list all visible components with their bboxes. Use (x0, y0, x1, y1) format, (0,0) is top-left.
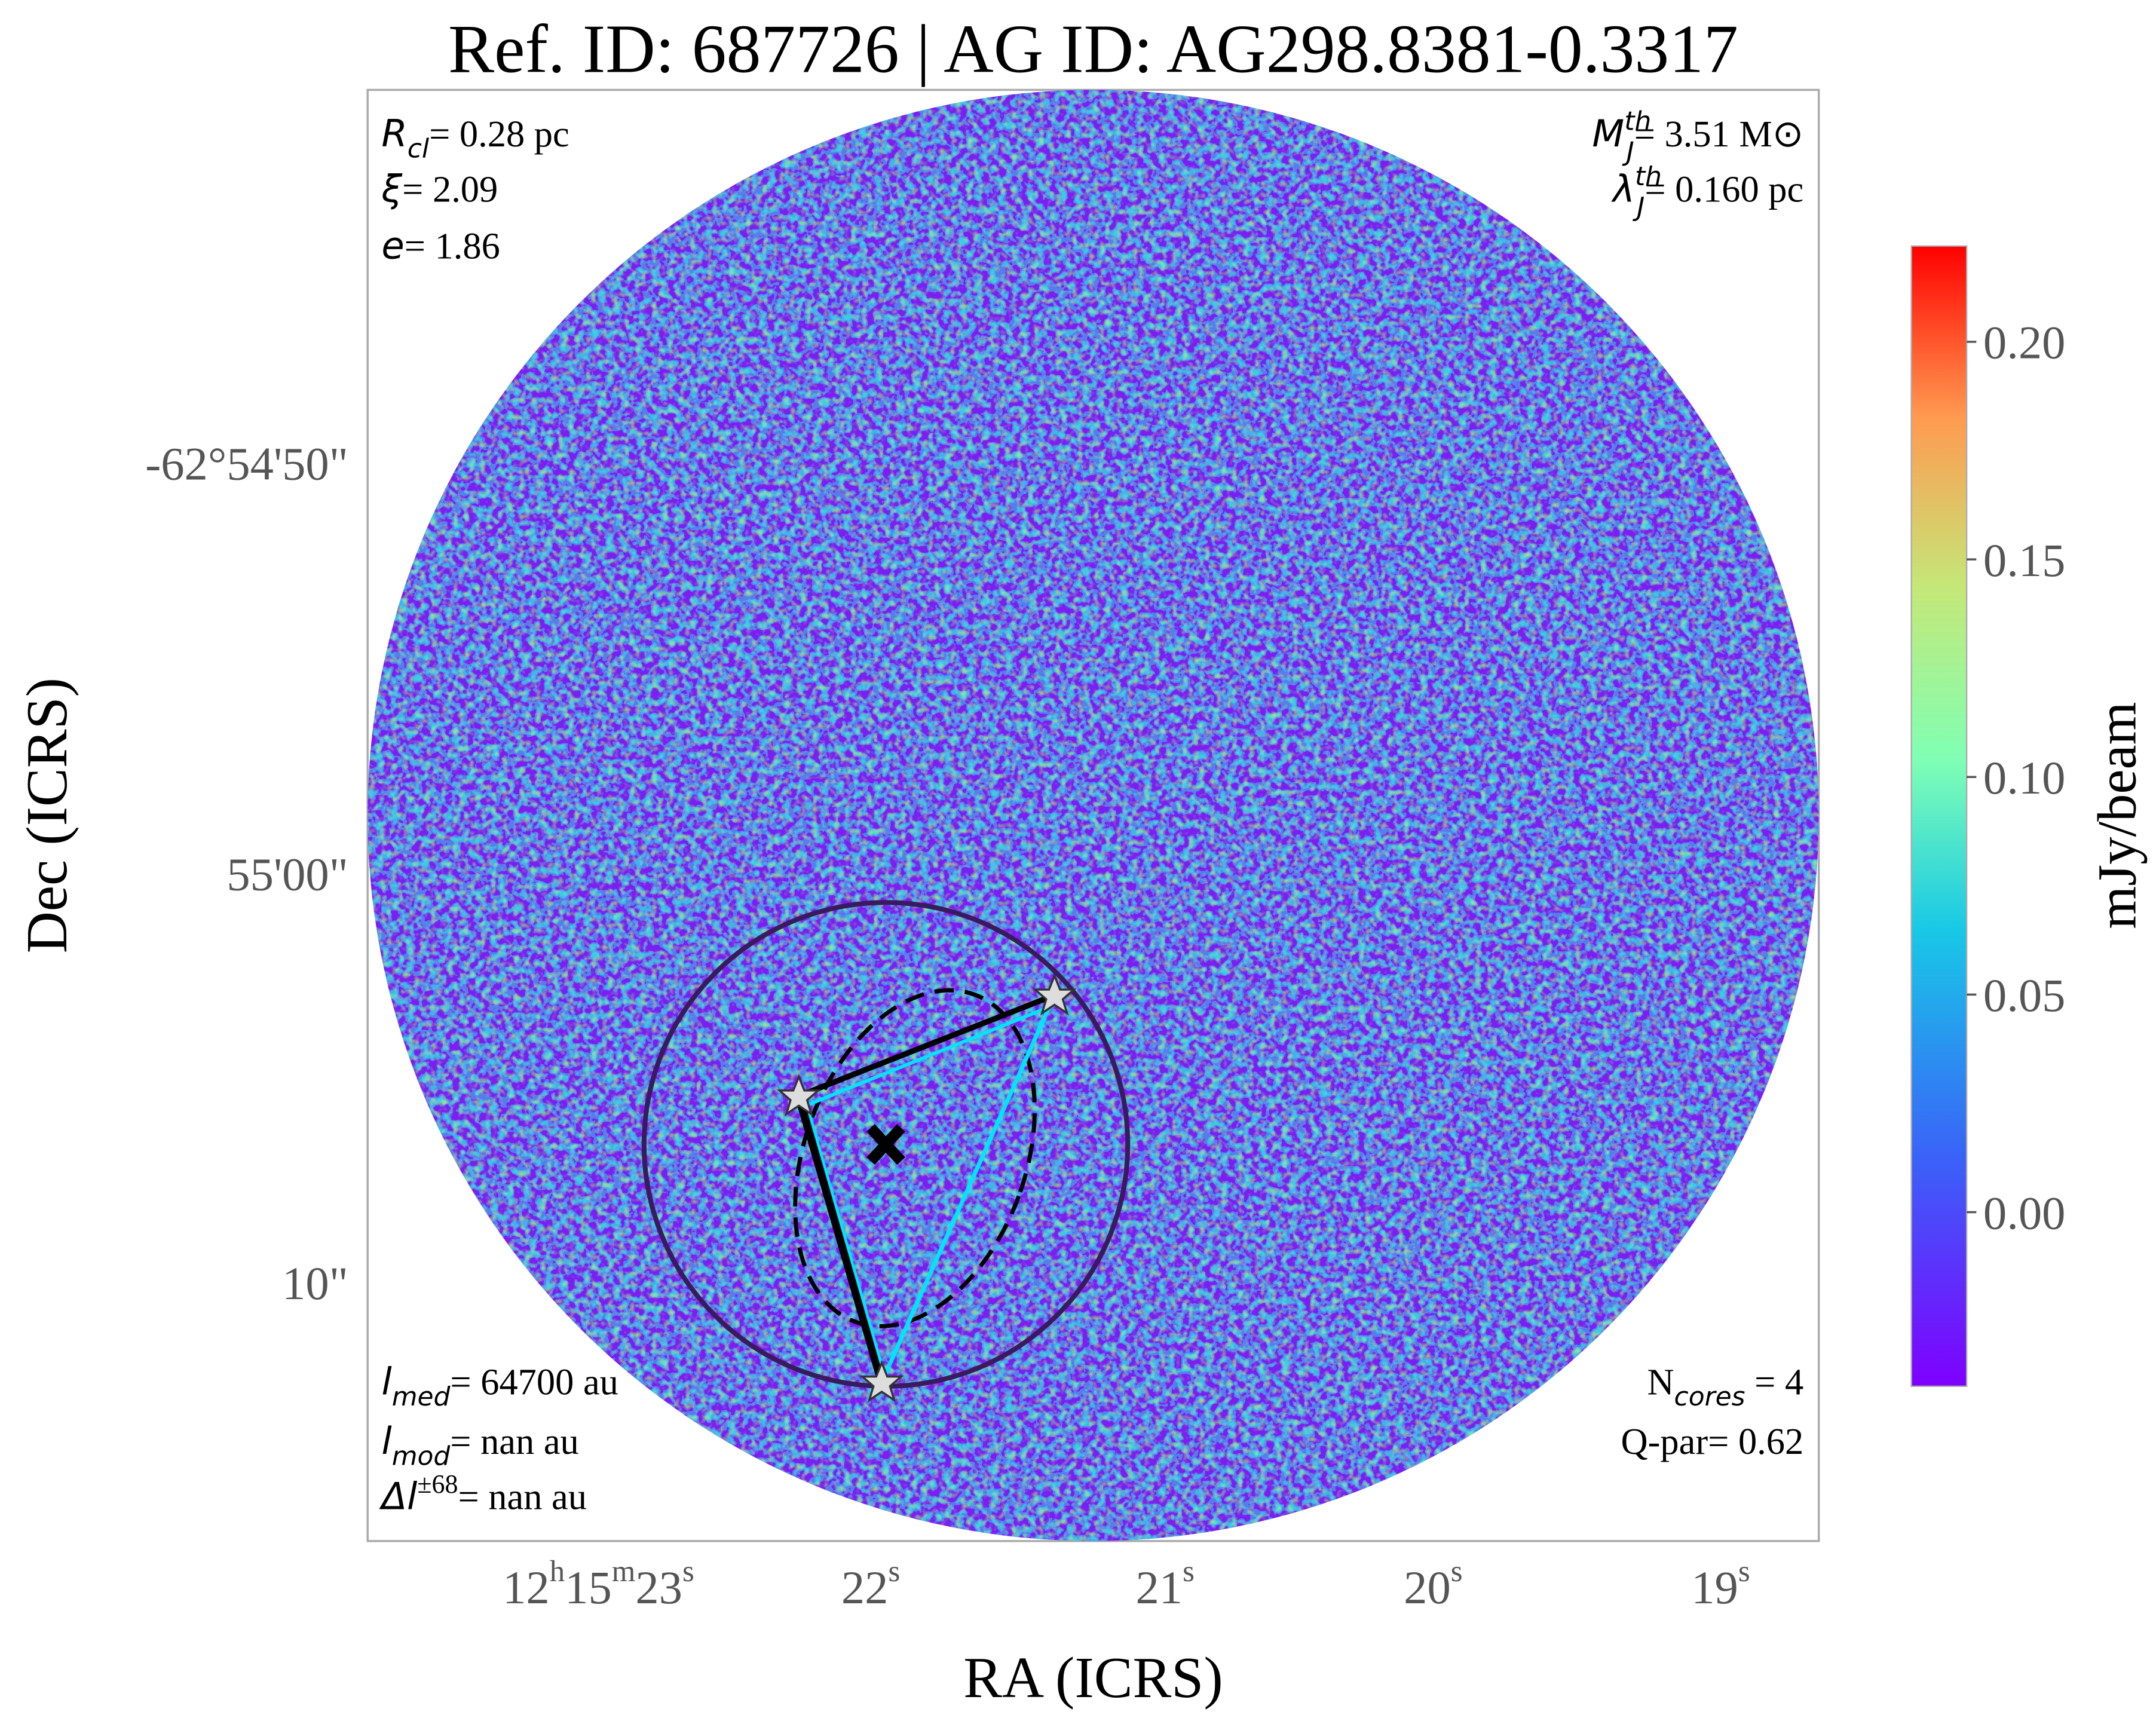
overlay (641, 900, 1131, 1403)
colorbar-tick-label: 0.05 (1983, 970, 2066, 1022)
annotation: Q-par= 0.62 (1621, 1420, 1804, 1462)
annotation: Mth J= 3.51 M⊙ (1592, 106, 1803, 167)
chart-title: Ref. ID: 687726 | AG ID: AG298.8381-0.33… (448, 11, 1738, 87)
x-tick-part: 12 (503, 1562, 550, 1614)
annotation: Ncores = 4 (1647, 1361, 1803, 1413)
annotation: e= 1.86 (381, 224, 500, 268)
annotation: lmod= nan au (381, 1419, 578, 1472)
annotation-text: = nan au (450, 1420, 579, 1462)
x-tick-part: 20 (1404, 1562, 1451, 1614)
x-tick-part: 23 (635, 1562, 682, 1614)
annotation: λth J= 0.160 pc (1611, 161, 1803, 222)
annotation-text: = 3.51 M⊙ (1634, 113, 1804, 155)
annotation-text: = 2.09 (402, 169, 498, 210)
x-tick-part: s (1738, 1555, 1750, 1588)
annotation-sup: th (1624, 106, 1651, 136)
annotation-sub: mod (392, 1441, 451, 1472)
annotation: ξ= 2.09 (381, 167, 498, 211)
annotation-sub: cl (408, 134, 429, 164)
x-tick-part: m (612, 1555, 636, 1588)
x-tick-part: 19 (1691, 1562, 1738, 1614)
annotation-text: = 64700 au (450, 1361, 618, 1403)
annotation-sup: th (1635, 161, 1662, 192)
y-axis-label: Dec (ICRS) (15, 678, 79, 953)
annotation-symbol: l (381, 1419, 392, 1463)
annotation-text: = 0.28 pc (429, 113, 569, 155)
colorbar-label: mJy/beam (2087, 702, 2148, 929)
annotation: Rcl= 0.28 pc (381, 112, 569, 164)
colorbar (1910, 245, 1968, 1387)
x-tick-part: s (1183, 1555, 1195, 1588)
annotation-text: = 1.86 (405, 225, 500, 267)
annotation-text: Q-par= 0.62 (1621, 1420, 1804, 1462)
x-tick-part: s (682, 1555, 694, 1588)
annotation-symbol: l (381, 1360, 392, 1404)
y-tick-label: 10" (282, 1258, 348, 1310)
colorbar-tick-label: 0.15 (1983, 535, 2066, 587)
x-tick-label: 21s (1135, 1555, 1194, 1614)
x-tick-label: 20s (1404, 1555, 1462, 1614)
annotation-sup: ±68 (417, 1469, 458, 1499)
x-tick-part: 15 (565, 1562, 612, 1614)
annotation-sub: cores (1674, 1382, 1745, 1412)
annotation-symbol: e (381, 224, 404, 268)
annotation: lmed= 64700 au (381, 1360, 618, 1413)
x-axis-label: RA (ICRS) (963, 1646, 1223, 1710)
x-tick-part: s (1451, 1555, 1463, 1588)
x-tick-label: 12h15m23s (503, 1555, 694, 1614)
x-tick-label: 22s (841, 1555, 900, 1614)
annotation-text: = 0.160 pc (1644, 169, 1803, 210)
intensity-map (368, 90, 1819, 1541)
annotation-symbol: λ (1611, 167, 1635, 211)
annotation-symbol: ξ (381, 167, 403, 211)
x-tick-part: s (888, 1555, 900, 1588)
x-tick-part: 21 (1135, 1562, 1183, 1614)
annotation: Δl±68= nan au (379, 1469, 587, 1518)
annotation-sub: med (392, 1382, 451, 1412)
annotation-text: = nan au (458, 1476, 587, 1518)
annotation-symbol: M (1592, 112, 1624, 155)
x-tick-label: 19s (1691, 1555, 1750, 1614)
y-tick-label: -62°54'50" (145, 439, 348, 491)
x-tick-part: 22 (841, 1562, 889, 1614)
x-tick-part: h (550, 1555, 565, 1588)
annotation-text: = 4 (1745, 1361, 1804, 1403)
colorbar-tick-label: 0.20 (1983, 317, 2066, 369)
annotation-text: N (1647, 1361, 1674, 1403)
annotation-symbol: R (381, 112, 407, 155)
annotation-symbol: Δl (379, 1475, 418, 1518)
colorbar-tick-label: 0.00 (1983, 1187, 2066, 1239)
y-tick-label: 55'00" (226, 849, 348, 901)
colorbar-tick-label: 0.10 (1983, 752, 2066, 804)
